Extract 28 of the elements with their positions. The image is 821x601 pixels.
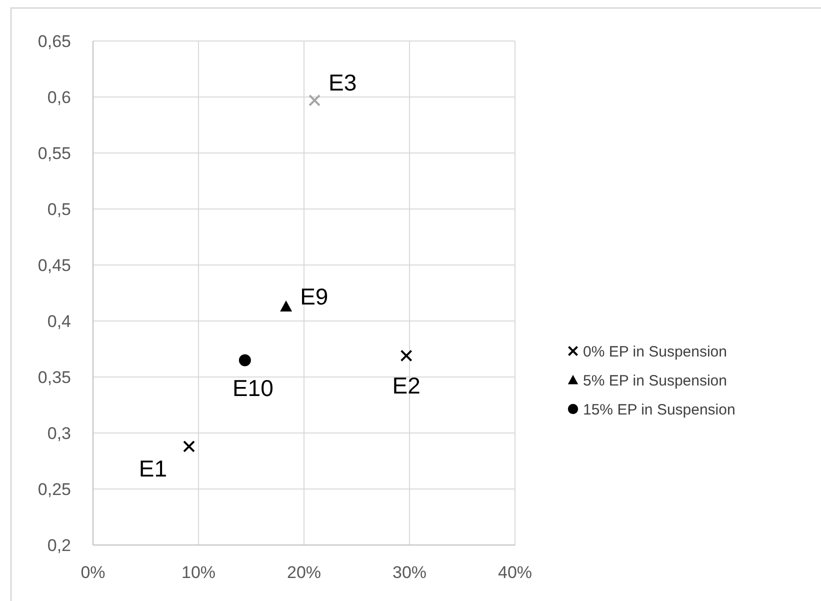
annotation: E9 [300, 283, 328, 310]
y-tick-label: 0,65 [38, 32, 71, 51]
y-tick-label: 0,35 [38, 368, 71, 387]
x-tick-label: 20% [286, 563, 322, 582]
y-tick-label: 0,6 [47, 88, 71, 107]
x-tick-label: 30% [392, 563, 427, 582]
point [400, 350, 412, 362]
y-tick-label: 0,4 [47, 312, 71, 331]
annotation: E2 [392, 372, 420, 399]
y-tick-label: 0,55 [38, 144, 71, 163]
legend-label: 0% EP in Suspension [583, 343, 727, 360]
y-tick-label: 0,45 [38, 256, 71, 275]
point [238, 354, 251, 366]
y-tick-label: 0,25 [38, 480, 71, 499]
y-tick-label: 0,3 [47, 424, 71, 443]
point [280, 300, 292, 312]
legend-label: 15% EP in Suspension [583, 401, 736, 418]
y-tick-label: 0,2 [47, 536, 71, 555]
annotation: E3 [328, 69, 357, 96]
point [183, 440, 196, 452]
point [308, 94, 321, 106]
y-tick-label: 0,5 [47, 200, 71, 219]
x-tick-label: 40% [498, 563, 532, 582]
annotation: E1 [138, 455, 168, 482]
annotation: E10 [232, 375, 274, 402]
x-tick-label: 0% [80, 563, 106, 582]
x-tick-label: 10% [181, 563, 216, 582]
legend-label: 5% EP in Suspension [583, 372, 727, 390]
